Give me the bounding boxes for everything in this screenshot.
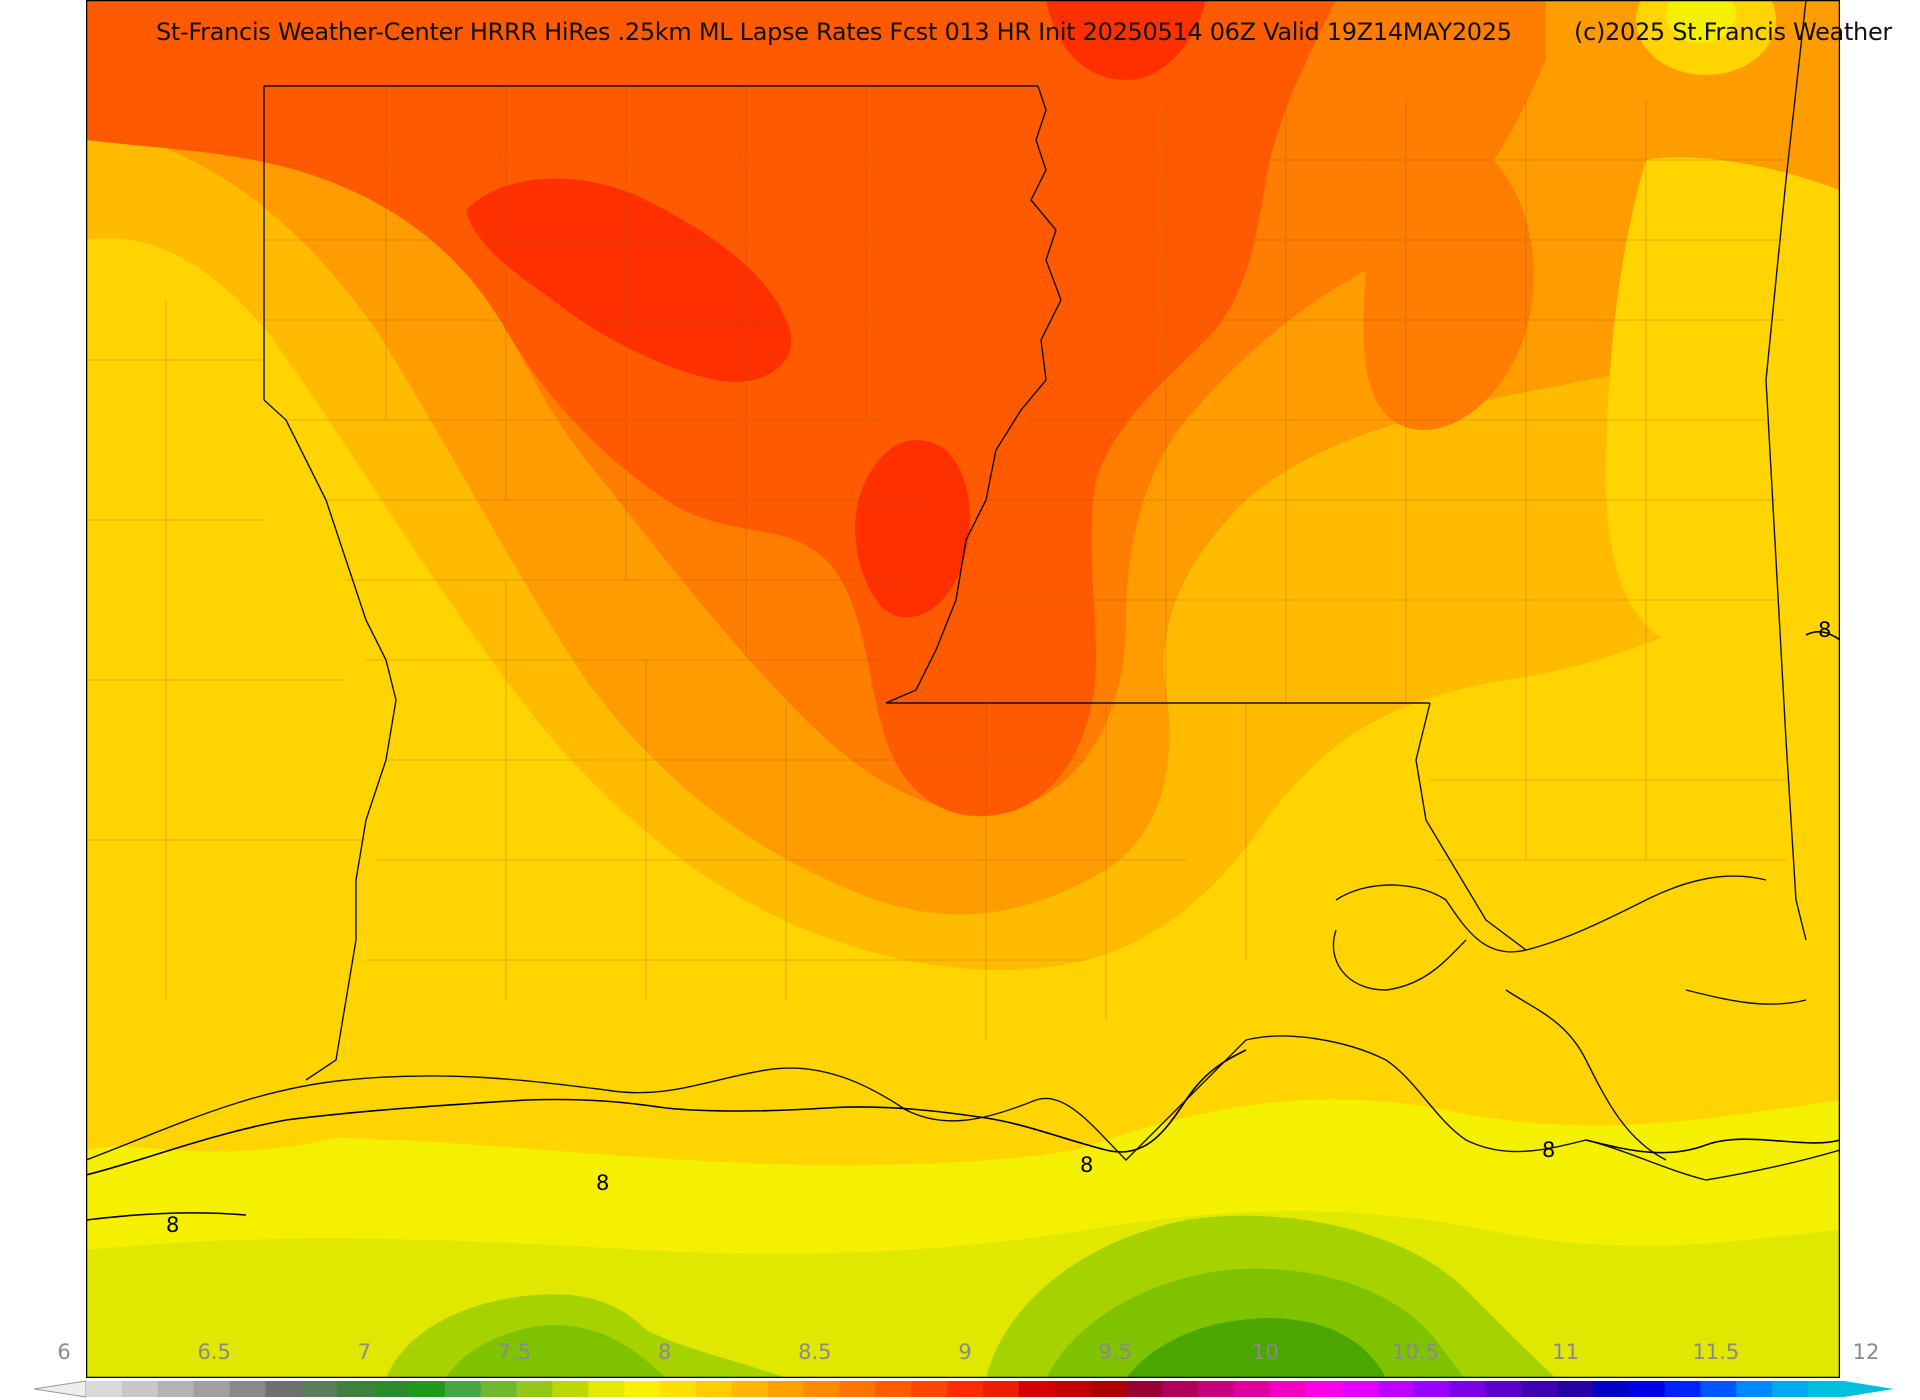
colorbar-tick-label: 11 <box>1552 1340 1580 1364</box>
contour-label-8: 8 <box>1080 1153 1093 1177</box>
copyright-label: (c)2025 St.Francis Weather <box>1574 18 1892 46</box>
colorbar-swatch <box>660 1381 697 1397</box>
colorbar-swatch <box>1808 1381 1845 1397</box>
colorbar-tick-label: 11.5 <box>1692 1340 1740 1364</box>
colorbar-tick-label: 8.5 <box>798 1340 832 1364</box>
colorbar-swatch <box>480 1381 518 1397</box>
colorbar-swatch <box>1736 1381 1773 1397</box>
colorbar-swatch <box>1018 1381 1056 1397</box>
colorbar-swatch <box>373 1381 410 1397</box>
colorbar-swatch <box>1772 1381 1809 1397</box>
colorbar-tick-label: 9.5 <box>1098 1340 1132 1364</box>
colorbar-swatch <box>1234 1381 1271 1397</box>
field-green-west-mid <box>446 1325 666 1378</box>
colorbar-swatch <box>1628 1381 1666 1397</box>
colorbar-max-arrow <box>1844 1381 1894 1397</box>
contour-label-8: 8 <box>166 1213 179 1237</box>
colorbar-swatch <box>121 1381 159 1397</box>
contour-label-8: 8 <box>596 1171 609 1195</box>
colorbar-min-arrow <box>34 1380 87 1398</box>
field-ne-bright-core <box>1666 0 1736 43</box>
coastline <box>86 875 1840 1181</box>
colorbar-tick-label: 9 <box>958 1340 972 1364</box>
field-yellow-east <box>1606 157 1840 649</box>
colorbar-swatch <box>193 1381 231 1397</box>
contour-label-8: 8 <box>1542 1138 1555 1162</box>
map-panel: 8 8 8 8 8 <box>86 0 1840 1378</box>
map-border <box>86 0 1840 1378</box>
colorbar-tick-labels: 6 6.5 7 7.5 8 8.5 9 9.5 10 10.5 11 11.5 12 <box>0 1340 1920 1370</box>
lapse-rate-map: 8 8 8 8 8 <box>86 0 1840 1378</box>
colorbar-swatch <box>408 1381 446 1397</box>
colorbar-swatch <box>1664 1381 1702 1397</box>
colorbar-swatch <box>695 1381 733 1397</box>
colorbar-swatch <box>86 1381 123 1397</box>
contour-labels: 8 8 8 8 8 <box>166 618 1831 1237</box>
colorbar-swatch <box>1592 1381 1630 1397</box>
colorbar-swatch <box>1090 1381 1128 1397</box>
field-9-25-region <box>86 0 1336 817</box>
field-green-east-dark <box>1126 1318 1386 1378</box>
field-9-5-core-north <box>466 178 792 382</box>
colorbar-swatch <box>767 1381 805 1397</box>
colorbar-swatch <box>265 1381 302 1397</box>
colorbar-swatch <box>229 1381 266 1397</box>
colorbar-tick-label: 10.5 <box>1392 1340 1439 1364</box>
field-yellow-west <box>86 270 426 1152</box>
colorbar-swatch <box>552 1381 589 1397</box>
colorbar-swatch <box>1556 1381 1594 1397</box>
colorbar-tick-label: 12 <box>1852 1340 1880 1364</box>
state-borders <box>263 0 1807 1081</box>
colorbar-swatch <box>588 1381 625 1397</box>
colorbar-swatch <box>1305 1381 1343 1397</box>
colorbar-swatch <box>1449 1381 1486 1397</box>
colorbar-swatch <box>1126 1381 1163 1397</box>
colorbar-swatch <box>982 1381 1020 1397</box>
colorbar-swatch <box>444 1381 482 1397</box>
colorbar-tick-label: 10 <box>1251 1340 1279 1364</box>
colorbar-swatch <box>947 1381 984 1397</box>
contour-label-8: 8 <box>1818 618 1831 642</box>
colorbar-swatch <box>1162 1381 1199 1397</box>
map-title: St-Francis Weather-Center HRRR HiRes .25… <box>156 18 1512 46</box>
county-lines <box>86 86 1786 1040</box>
colorbar-swatch <box>1485 1381 1522 1397</box>
colorbar-swatch <box>839 1381 876 1397</box>
colorbar-tick-label: 8 <box>657 1340 672 1364</box>
colorbar-swatch <box>1341 1381 1379 1397</box>
field-9-5-core-south <box>855 440 970 618</box>
colorbar-swatch <box>731 1381 769 1397</box>
colorbar-swatch <box>1269 1381 1307 1397</box>
colorbar-swatch <box>1413 1381 1450 1397</box>
colorbar-swatch <box>803 1381 841 1397</box>
colorbar-swatch <box>1054 1381 1092 1397</box>
colorbar-swatch <box>516 1381 554 1397</box>
colorbar-swatch <box>1521 1381 1558 1397</box>
colorbar-swatch <box>157 1381 195 1397</box>
colorbar-swatch <box>624 1381 661 1397</box>
colorbar <box>34 1380 1894 1398</box>
colorbar-tick-label: 7.5 <box>497 1340 532 1364</box>
colorbar-swatch <box>337 1381 374 1397</box>
field-9-5-top <box>1046 0 1206 80</box>
colorbar-swatch <box>301 1381 338 1397</box>
colorbar-tick-label: 7 <box>357 1340 372 1364</box>
colorbar-swatch <box>1198 1381 1235 1397</box>
colorbar-swatch <box>1700 1381 1737 1397</box>
colorbar-tick-label: 6 <box>57 1340 71 1364</box>
colorbar-swatch <box>875 1381 912 1397</box>
colorbar-swatch <box>1377 1381 1415 1397</box>
contour-8 <box>86 630 1840 1221</box>
colorbar-tick-label: 6.5 <box>197 1340 231 1364</box>
colorbar-swatch <box>911 1381 948 1397</box>
